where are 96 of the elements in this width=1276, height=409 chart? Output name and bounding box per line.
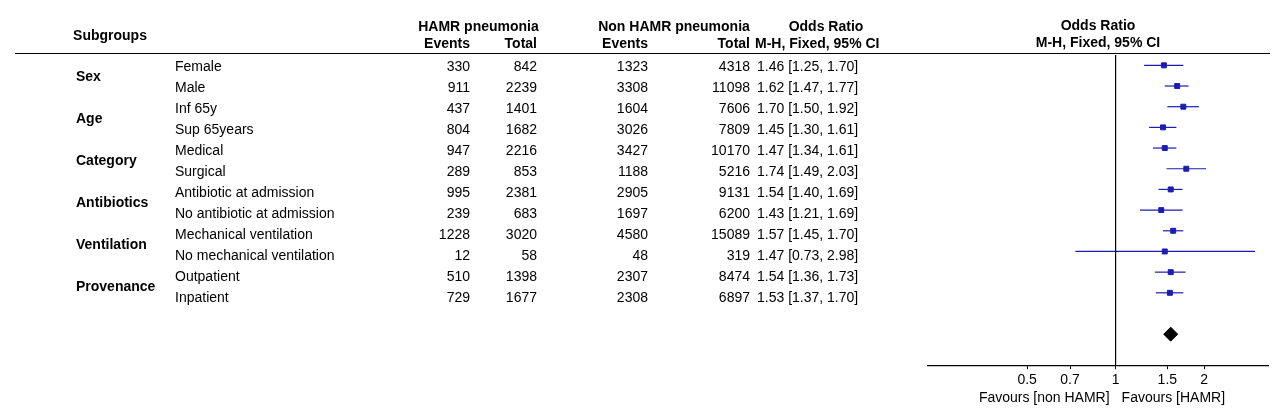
data-label: 1.62 [1.47, 1.77] xyxy=(757,77,859,96)
data-label: 510 xyxy=(446,266,470,285)
text: Non HAMR pneumonia xyxy=(598,17,750,35)
text: Subgroups xyxy=(73,26,147,44)
data-label: 15089 xyxy=(711,224,750,243)
data-label: 1398 xyxy=(505,266,537,285)
data-label: 1228 xyxy=(438,224,470,243)
chart-subtitle: M-H, Fixed, 95% CI xyxy=(1035,33,1161,50)
x-tick-label: 1 xyxy=(1111,371,1120,388)
data-label: 319 xyxy=(726,245,750,264)
category-label: No antibiotic at admission xyxy=(175,203,335,222)
data-label: 10170 xyxy=(711,140,750,159)
data-label: 1604 xyxy=(616,98,648,117)
text: Odds Ratio xyxy=(788,17,864,35)
data-label: 1677 xyxy=(505,287,537,306)
data-label: 804 xyxy=(446,119,470,138)
text: Favours [HAMR] xyxy=(1121,388,1226,405)
data-label: 4580 xyxy=(616,224,648,243)
data-label: 5216 xyxy=(718,161,750,180)
data-label: 7606 xyxy=(718,98,750,117)
category-label: Antibiotics xyxy=(76,194,149,210)
x-tick-label: 0.7 xyxy=(1060,371,1081,388)
text: Total xyxy=(504,34,537,52)
data-label: 8474 xyxy=(718,266,750,285)
data-label: 1.54 [1.40, 1.69] xyxy=(757,182,859,201)
data-label: 1401 xyxy=(505,98,537,117)
data-label: 1323 xyxy=(616,56,648,75)
data-label: 1.47 [1.34, 1.61] xyxy=(757,140,859,159)
data-label: 3308 xyxy=(616,77,648,96)
data-label: 1.53 [1.37, 1.70] xyxy=(757,287,859,306)
category-label: Sup 65years xyxy=(175,119,254,138)
data-label: 1.54 [1.36, 1.73] xyxy=(757,266,859,285)
data-label: 1.43 [1.21, 1.69] xyxy=(757,203,859,222)
data-label: 6897 xyxy=(718,287,750,306)
category-label: Female xyxy=(175,56,222,75)
text: Total xyxy=(717,34,750,52)
category-label: Outpatient xyxy=(175,266,240,285)
data-label: 6200 xyxy=(718,203,750,222)
data-label: 12 xyxy=(454,245,470,264)
data-label: 330 xyxy=(446,56,470,75)
data-label: 853 xyxy=(513,161,537,180)
category-label: Provenance xyxy=(76,278,156,294)
data-label: 3427 xyxy=(616,140,648,159)
category-label: Antibiotic at admission xyxy=(175,182,315,201)
data-label: 2381 xyxy=(505,182,537,201)
text: M-H, Fixed, 95% CI xyxy=(755,34,880,52)
data-label: 9131 xyxy=(718,182,750,201)
data-label: 1.74 [1.49, 2.03] xyxy=(757,161,859,180)
data-label: 1.46 [1.25, 1.70] xyxy=(757,56,859,75)
category-label: Category xyxy=(76,152,137,168)
data-label: 2216 xyxy=(505,140,537,159)
text: Events xyxy=(602,34,648,52)
data-label: 2905 xyxy=(616,182,648,201)
data-label: 683 xyxy=(513,203,537,222)
category-label: Surgical xyxy=(175,161,226,180)
data-label: 289 xyxy=(446,161,470,180)
x-tick-label: 2 xyxy=(1200,371,1209,388)
category-label: Sex xyxy=(76,68,101,84)
data-label: 995 xyxy=(446,182,470,201)
chart-title: Odds Ratio xyxy=(1060,16,1136,33)
data-label: 842 xyxy=(513,56,537,75)
data-label: 48 xyxy=(632,245,648,264)
data-label: 437 xyxy=(446,98,470,117)
data-label: 2307 xyxy=(616,266,648,285)
data-label: 1.70 [1.50, 1.92] xyxy=(757,98,859,117)
category-label: Age xyxy=(76,110,103,126)
data-label: 1682 xyxy=(505,119,537,138)
category-label: Mechanical ventilation xyxy=(175,224,313,243)
data-label: 7809 xyxy=(718,119,750,138)
data-label: 3026 xyxy=(616,119,648,138)
text: HAMR pneumonia xyxy=(418,17,539,35)
text: Favours [non HAMR] xyxy=(978,388,1110,405)
data-label: 947 xyxy=(446,140,470,159)
data-label: 1697 xyxy=(616,203,648,222)
data-label: 2239 xyxy=(505,77,537,96)
category-label: No mechanical ventilation xyxy=(175,245,335,264)
category-label: Ventilation xyxy=(76,236,147,252)
data-label: 2308 xyxy=(616,287,648,306)
x-tick-label: 1.5 xyxy=(1157,371,1178,388)
data-label: 4318 xyxy=(718,56,750,75)
category-label: Inpatient xyxy=(175,287,229,306)
category-label: Male xyxy=(175,77,206,96)
category-label: Medical xyxy=(175,140,224,159)
data-label: 58 xyxy=(521,245,537,264)
text: Events xyxy=(424,34,470,52)
data-label: 1.47 [0.73, 2.98] xyxy=(757,245,859,264)
data-label: 239 xyxy=(446,203,470,222)
x-tick-label: 0.5 xyxy=(1017,371,1038,388)
data-label: 729 xyxy=(446,287,470,306)
data-label: 3020 xyxy=(505,224,537,243)
data-label: 1.45 [1.30, 1.61] xyxy=(757,119,859,138)
data-label: 1.57 [1.45, 1.70] xyxy=(757,224,859,243)
data-label: 911 xyxy=(447,77,470,96)
data-label: 1188 xyxy=(617,161,648,180)
data-label: 11098 xyxy=(712,77,750,96)
category-label: Inf 65y xyxy=(175,98,218,117)
